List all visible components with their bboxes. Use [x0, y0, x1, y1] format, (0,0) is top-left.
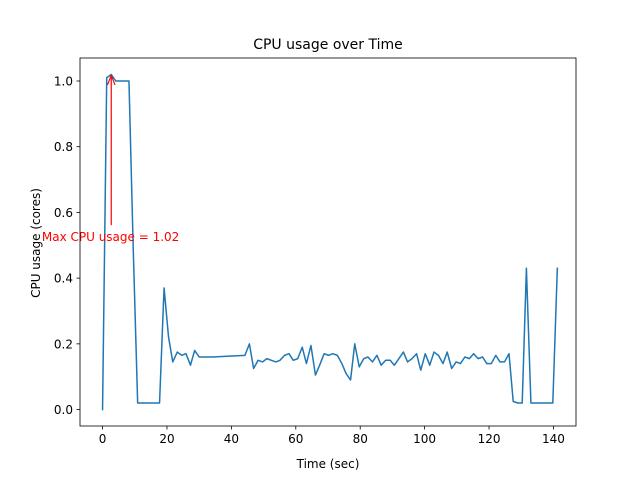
x-tick-label: 40 — [224, 432, 239, 446]
y-tick-label: 0.0 — [54, 403, 73, 417]
y-tick-label: 0.8 — [54, 140, 73, 154]
y-tick-label: 0.2 — [54, 337, 73, 351]
x-tick-label: 0 — [99, 432, 107, 446]
y-tick-label: 1.0 — [54, 75, 73, 89]
x-tick-label: 20 — [159, 432, 174, 446]
axes: 0 20 40 60 80 100 120 140 0.0 0.2 0.4 0.6 0.8 1.0 — [54, 57, 577, 446]
y-tick-label: 0.6 — [54, 206, 73, 220]
x-tick-label: 140 — [542, 432, 565, 446]
annotation-text: Max CPU usage = 1.02 — [42, 230, 179, 244]
x-tick-label: 60 — [288, 432, 303, 446]
x-tick-label: 100 — [413, 432, 436, 446]
y-tick-label: 0.4 — [54, 272, 73, 286]
x-tick-label: 80 — [353, 432, 368, 446]
plot-area: Max CPU usage = 1.02 — [42, 73, 559, 411]
chart-title: CPU usage over Time — [253, 37, 403, 53]
y-axis-label: CPU usage (cores) — [29, 188, 43, 298]
x-tick-label: 120 — [478, 432, 501, 446]
x-axis-label: Time (sec) — [296, 457, 360, 471]
axes-frame — [79, 57, 577, 427]
series-line-1 — [101, 73, 559, 411]
